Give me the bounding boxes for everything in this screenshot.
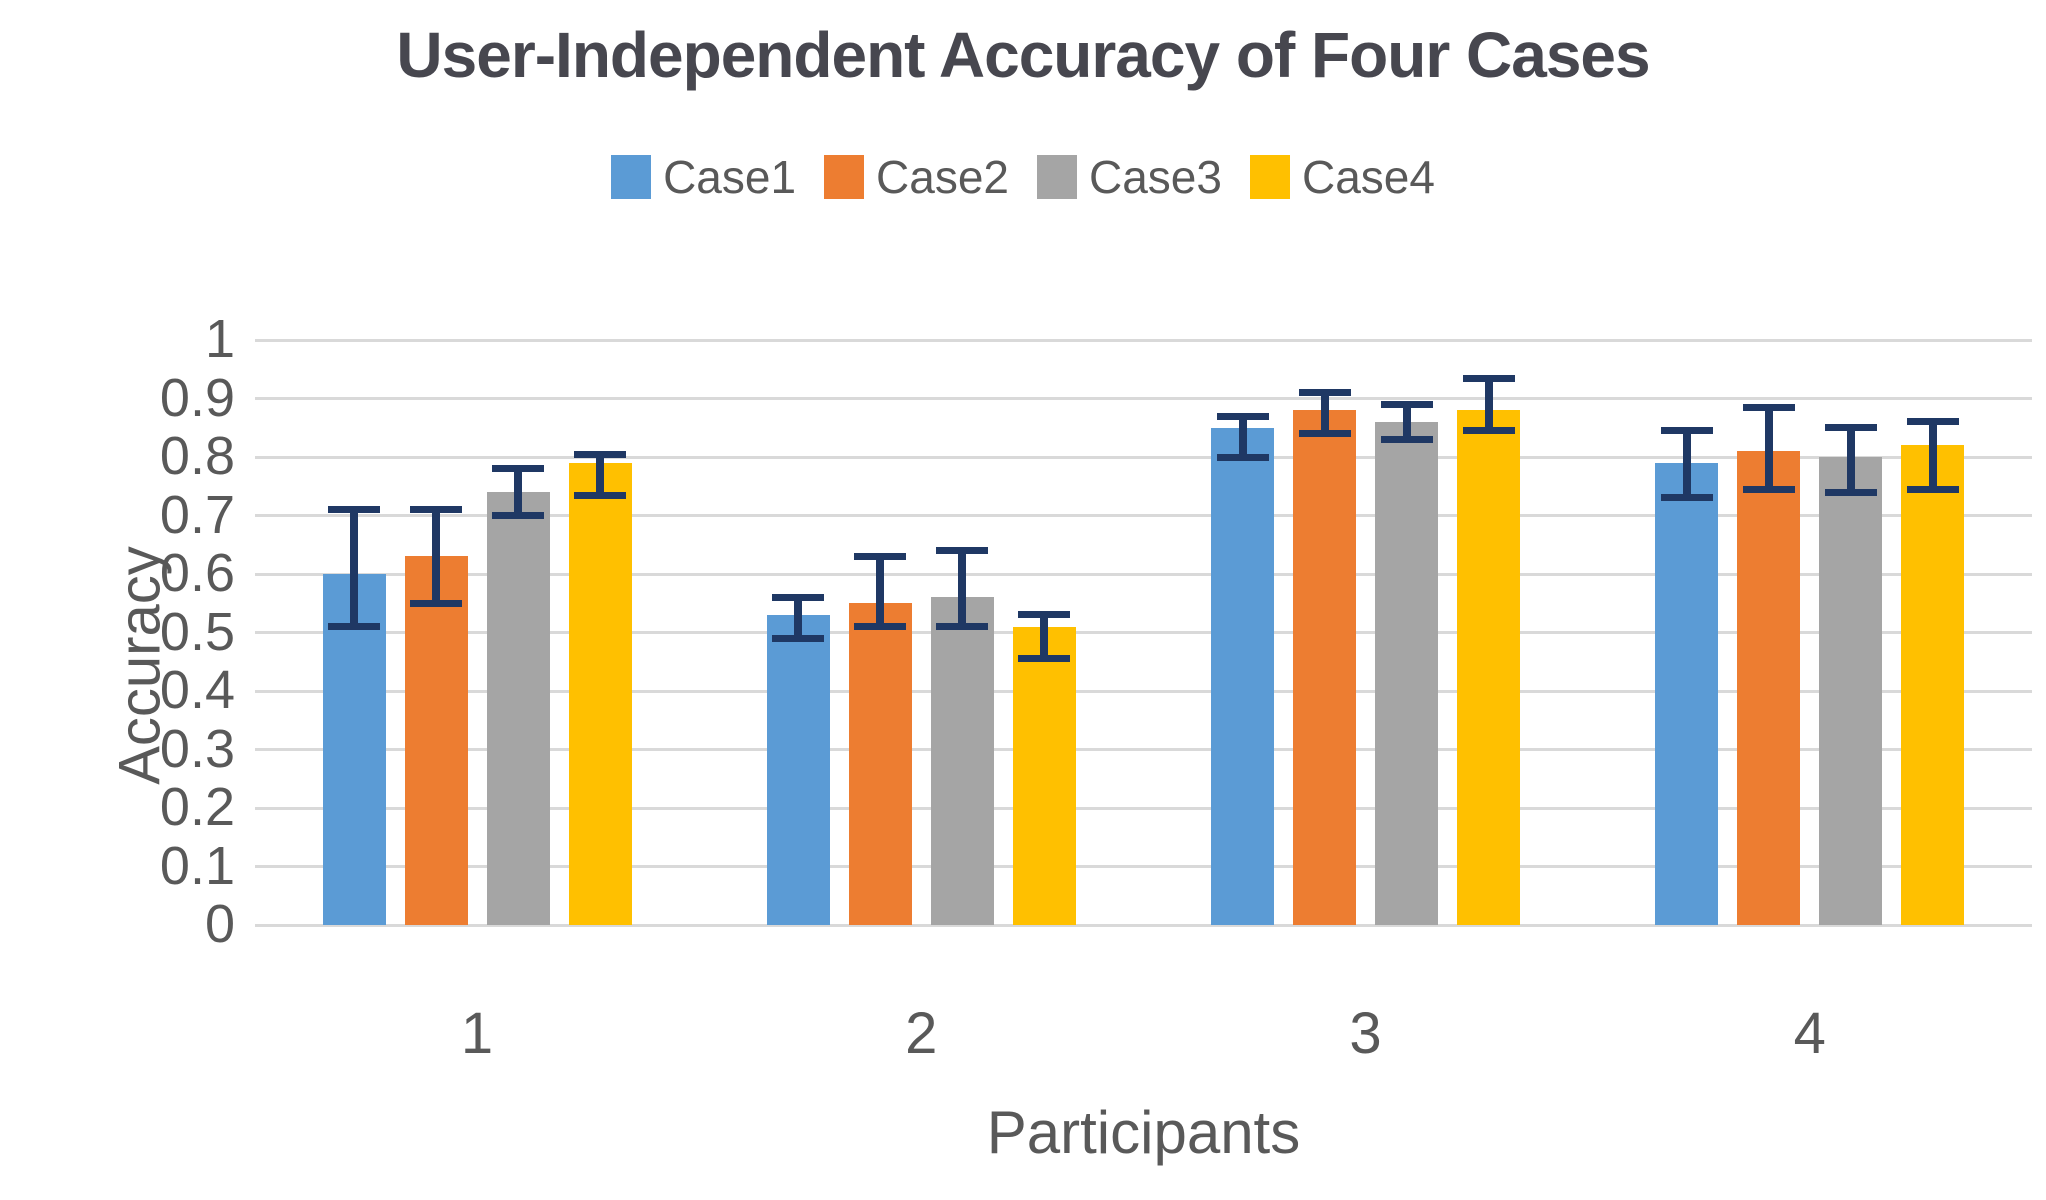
bar-case4-participant-3 [1457, 410, 1521, 925]
y-tick-label-0.4: 0.4 [159, 660, 235, 720]
y-tick-label-0.1: 0.1 [159, 835, 235, 896]
bar-case1-participant-2 [766, 614, 830, 925]
gridline-y-0.6 [255, 572, 2032, 576]
gridline-y-0.2 [255, 806, 2032, 810]
legend-label-case3: Case3 [1089, 151, 1222, 203]
x-tick-label-1: 1 [460, 1001, 494, 1066]
legend-swatch-case4 [1249, 155, 1290, 199]
bar-case2-participant-4 [1737, 451, 1801, 925]
x-tick-label-4: 4 [1793, 1001, 1826, 1066]
x-tick-label-3: 3 [1349, 1001, 1382, 1066]
bar-case3-participant-2 [930, 597, 994, 925]
bar-case3-participant-4 [1819, 457, 1883, 925]
gridline-y-0.3 [255, 748, 2032, 751]
gridline-y-0 [255, 923, 2032, 927]
bar-case2-participant-3 [1293, 410, 1357, 925]
gridline-y-0.8 [255, 455, 2032, 459]
y-tick-label-1: 1 [204, 309, 235, 369]
y-tick-label-0.9: 0.9 [159, 367, 235, 428]
legend-swatch-case2 [824, 155, 865, 199]
legend-label-case2: Case2 [876, 151, 1009, 203]
gridline-y-0.1 [255, 865, 2032, 868]
legend-swatch-case3 [1037, 155, 1077, 199]
y-tick-label-0.8: 0.8 [159, 426, 235, 486]
gridline-y-0.5 [255, 631, 2032, 634]
legend: Case1 Case2 Case3 Case4 [0, 150, 2046, 204]
bar-case4-participant-1 [568, 462, 632, 925]
gridline-y-1 [255, 338, 2032, 342]
y-tick-label-0.6: 0.6 [159, 543, 235, 603]
legend-item-case4: Case4 [1249, 150, 1435, 204]
x-tick-label-2: 2 [905, 1001, 938, 1066]
bar-case1-participant-1 [322, 574, 386, 925]
y-tick-label-0.5: 0.5 [159, 601, 235, 662]
legend-item-case3: Case3 [1037, 150, 1222, 204]
plot-area [255, 338, 2032, 927]
bar-case2-participant-1 [404, 556, 468, 925]
y-tick-label-0.2: 0.2 [159, 777, 235, 837]
chart-title: User-Independent Accuracy of Four Cases [396, 19, 1650, 91]
legend-swatch-case1 [611, 155, 652, 199]
legend-label-case1: Case1 [663, 151, 797, 203]
y-tick-label-0.7: 0.7 [159, 484, 235, 545]
gridline-y-0.7 [255, 514, 2032, 517]
bar-case1-participant-4 [1655, 462, 1719, 925]
legend-label-case4: Case4 [1301, 151, 1435, 203]
bar-case4-participant-4 [1901, 445, 1965, 925]
bar-case2-participant-2 [848, 603, 912, 925]
bar-case4-participant-2 [1012, 626, 1076, 925]
legend-item-case2: Case2 [824, 150, 1009, 204]
legend-item-case1: Case1 [611, 150, 796, 204]
y-tick-label-0.3: 0.3 [159, 718, 235, 779]
bar-case1-participant-3 [1211, 427, 1275, 925]
gridline-y-0.4 [255, 689, 2032, 693]
gridline-y-0.9 [255, 397, 2032, 400]
bar-case3-participant-1 [486, 492, 550, 925]
bar-case3-participant-3 [1375, 421, 1439, 925]
x-axis-title: Participants [986, 1099, 1301, 1166]
y-tick-label-0: 0 [204, 894, 235, 954]
